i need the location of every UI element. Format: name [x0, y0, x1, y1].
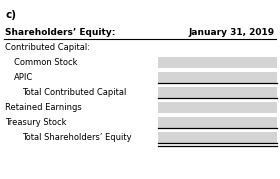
Bar [158, 132, 277, 143]
Bar [158, 117, 277, 128]
Text: Total Shareholders’ Equity: Total Shareholders’ Equity [22, 133, 132, 142]
Bar [158, 102, 277, 113]
Bar [158, 87, 277, 98]
Bar [158, 57, 277, 68]
Text: c): c) [5, 10, 16, 20]
Text: Treasury Stock: Treasury Stock [5, 118, 67, 127]
Text: Total Contributed Capital: Total Contributed Capital [22, 88, 126, 97]
Text: January 31, 2019: January 31, 2019 [189, 28, 275, 37]
Text: Retained Earnings: Retained Earnings [5, 103, 82, 112]
Text: Shareholders’ Equity:: Shareholders’ Equity: [5, 28, 115, 37]
Text: Common Stock: Common Stock [14, 58, 78, 67]
Text: APIC: APIC [14, 73, 33, 82]
Bar [158, 72, 277, 83]
Text: Contributed Capital:: Contributed Capital: [5, 43, 90, 52]
